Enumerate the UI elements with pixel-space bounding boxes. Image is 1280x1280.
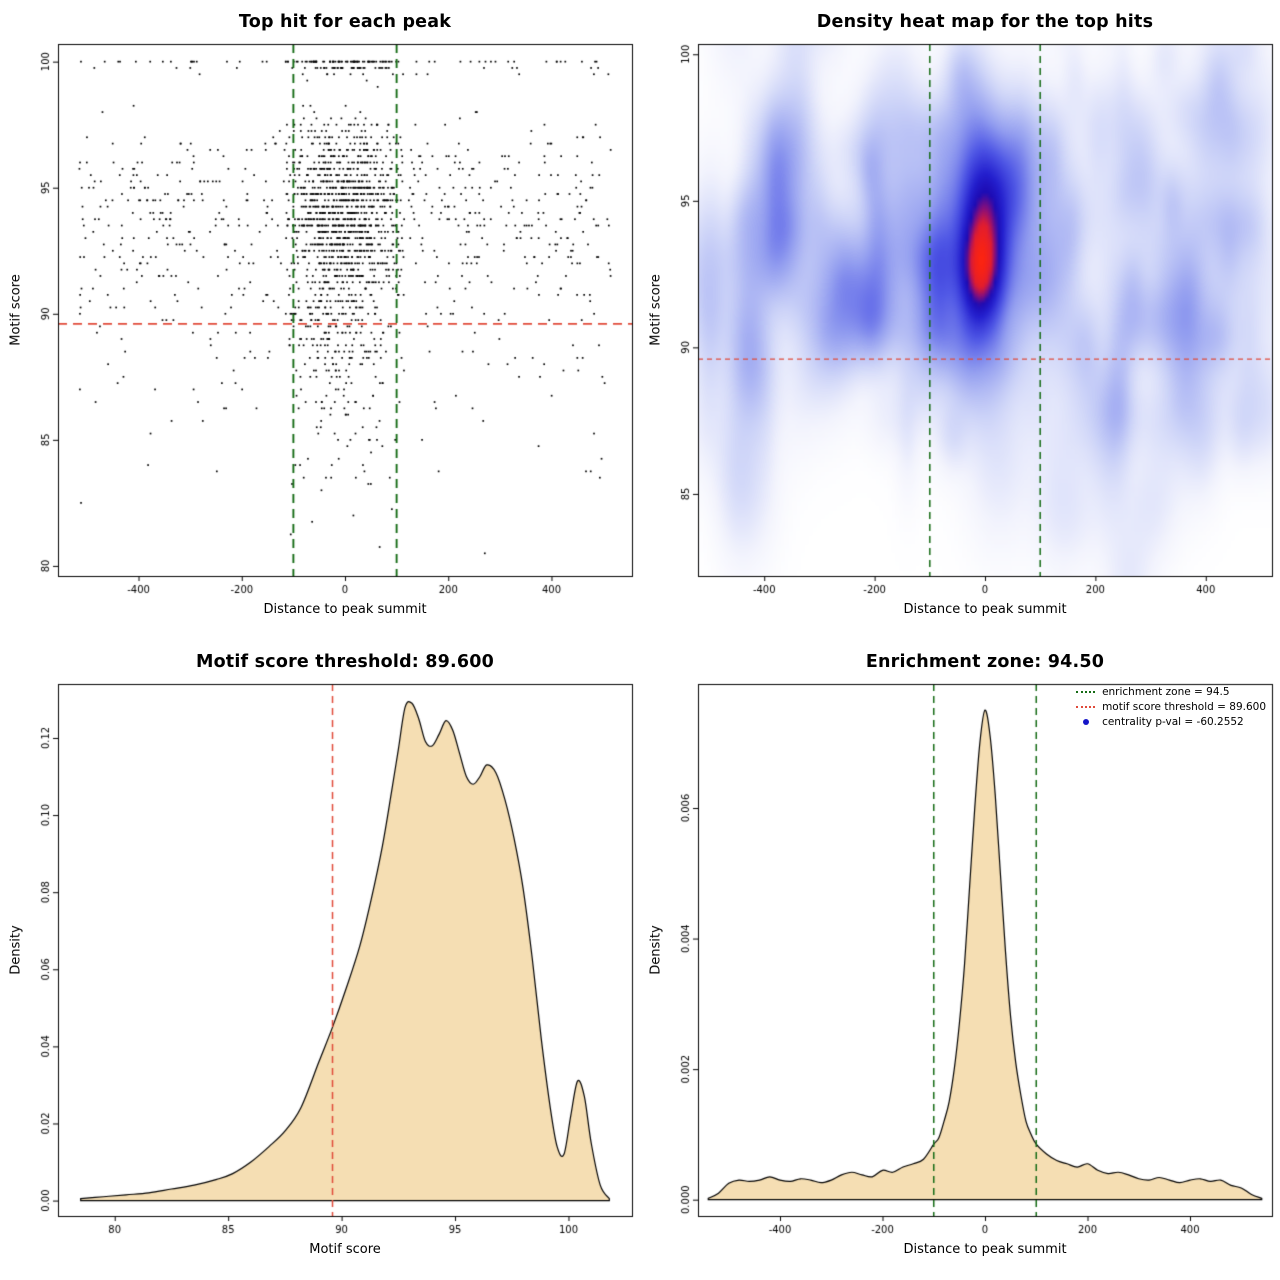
score-density-canvas bbox=[0, 640, 640, 1280]
legend-label-centrality-pval: centrality p-val = -60.2552 bbox=[1102, 716, 1244, 728]
distance-density-canvas bbox=[640, 640, 1280, 1280]
scatter-plot-canvas bbox=[0, 0, 640, 640]
chart-title-heatmap: Density heat map for the top hits bbox=[816, 12, 1154, 32]
x-axis-label-distance: Distance to peak summit bbox=[903, 1242, 1067, 1257]
y-axis-label-motif-score: Motif score bbox=[648, 274, 664, 346]
blue-dot-icon bbox=[1076, 719, 1095, 725]
panel-top-hit-scatter: Top hit for each peak Distance to peak s… bbox=[0, 0, 640, 640]
chart-title-score-threshold: Motif score threshold: 89.600 bbox=[195, 652, 495, 672]
legend-label-enrichment-zone: enrichment zone = 94.5 bbox=[1102, 686, 1230, 698]
dotted-line-swatch-red bbox=[1076, 706, 1096, 708]
chart-title-enrichment-zone: Enrichment zone: 94.50 bbox=[865, 652, 1105, 672]
panel-density-heatmap: Density heat map for the top hits Distan… bbox=[640, 0, 1280, 640]
chart-title-top-hit: Top hit for each peak bbox=[238, 12, 452, 32]
x-axis-label-distance: Distance to peak summit bbox=[903, 602, 1067, 617]
legend-item-centrality-pval: centrality p-val = -60.2552 bbox=[1076, 716, 1266, 728]
panel-motif-score-density: Motif score threshold: 89.600 Motif scor… bbox=[0, 640, 640, 1280]
dotted-line-swatch-green bbox=[1076, 691, 1096, 693]
x-axis-label-motif-score: Motif score bbox=[309, 1242, 381, 1257]
y-axis-label-density: Density bbox=[8, 925, 24, 975]
panel-enrichment-zone-density: Enrichment zone: 94.50 Distance to peak … bbox=[640, 640, 1280, 1280]
legend-item-score-threshold: motif score threshold = 89.600 bbox=[1076, 701, 1266, 713]
heatmap-canvas bbox=[640, 0, 1280, 640]
legend-label-score-threshold: motif score threshold = 89.600 bbox=[1102, 701, 1266, 713]
x-axis-label-distance: Distance to peak summit bbox=[263, 602, 427, 617]
legend: enrichment zone = 94.5 motif score thres… bbox=[1076, 686, 1266, 728]
legend-item-enrichment-zone: enrichment zone = 94.5 bbox=[1076, 686, 1266, 698]
y-axis-label-density: Density bbox=[648, 925, 664, 975]
y-axis-label-motif-score: Motif score bbox=[8, 274, 24, 346]
